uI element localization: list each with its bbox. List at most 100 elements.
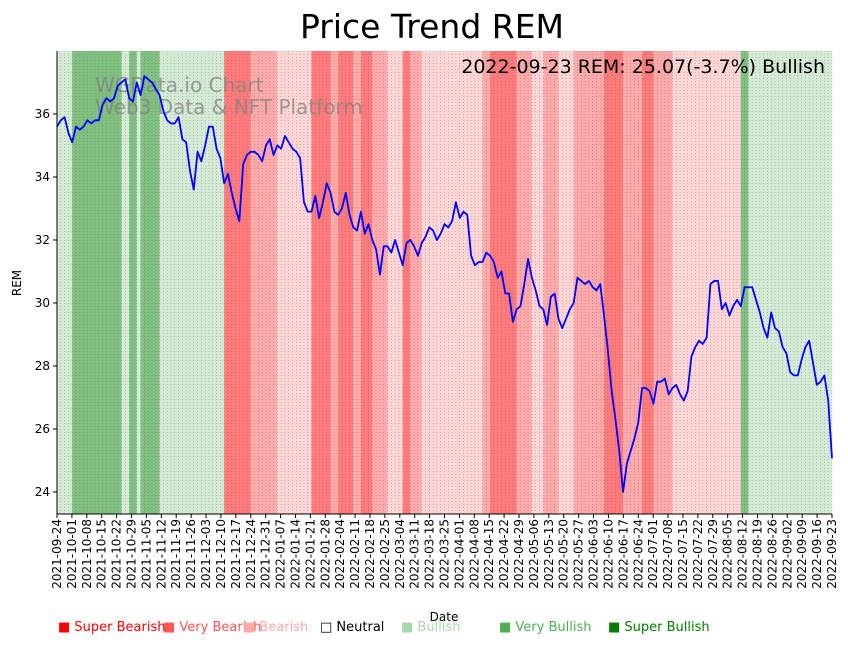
- x-tick-label: 2022-04-08: [467, 519, 481, 589]
- x-tick-label: 2022-07-08: [661, 519, 675, 589]
- band-very_bearish: [623, 51, 643, 514]
- band-very_bearish: [250, 51, 278, 514]
- x-tick-label: 2022-04-22: [497, 519, 511, 589]
- x-tick-label: 2022-09-16: [810, 519, 824, 589]
- x-tick-label: 2022-02-11: [348, 519, 362, 589]
- x-tick-label: 2021-12-17: [229, 519, 243, 589]
- band-super_bearish: [311, 51, 331, 514]
- x-tick-label: 2022-07-01: [646, 519, 660, 589]
- x-tick-label: 2022-02-25: [378, 519, 392, 589]
- band-super_bearish: [360, 51, 373, 514]
- legend-label: Neutral: [336, 620, 385, 635]
- legend-label: Bullish: [417, 620, 461, 635]
- x-tick-label: 2022-06-10: [601, 519, 615, 589]
- x-tick-label: 2022-05-06: [527, 519, 541, 589]
- x-tick-label: 2021-10-29: [125, 519, 139, 589]
- x-tick-label: 2021-11-19: [169, 519, 183, 589]
- y-tick-label: 28: [35, 359, 50, 373]
- band-super_bearish: [224, 51, 251, 514]
- x-tick-label: 2022-06-03: [587, 519, 601, 589]
- y-tick-label: 26: [35, 422, 50, 436]
- x-axis-ticks: 2021-09-24 2021-10-01 2021-10-08 2021-10-15…: [50, 514, 839, 589]
- x-tick-label: 2022-08-12: [736, 519, 750, 589]
- chart-title: Price Trend REM: [300, 7, 564, 46]
- x-tick-label: 2022-02-04: [333, 519, 347, 589]
- x-tick-label: 2022-06-24: [631, 519, 645, 589]
- watermark: WGData.io Chart Web3 Data & NFT Platform: [95, 73, 363, 119]
- x-tick-label: 2022-08-26: [765, 519, 779, 589]
- legend-swatch-icon: ■: [401, 620, 418, 635]
- price-line: [56, 75, 833, 493]
- legend-label: Super Bearish: [74, 620, 166, 635]
- x-tick-label: 2021-12-31: [259, 519, 273, 589]
- x-tick-label: 2022-03-04: [393, 519, 407, 589]
- chart-legend: ■ Super Bearish ■ Very Bearish ■ Bearish □ …: [58, 620, 838, 640]
- watermark-line-2: Web3 Data & NFT Platform: [95, 95, 363, 119]
- band-very_bearish: [410, 51, 422, 514]
- y-tick-label: 24: [35, 485, 50, 499]
- x-tick-label: 2022-09-23: [825, 519, 839, 589]
- y-tick-label: 34: [35, 170, 50, 184]
- y-axis-ticks: 24 26 28 30 32 34 36: [35, 107, 57, 499]
- x-tick-label: 2022-07-29: [706, 519, 720, 589]
- legend-swatch-icon: ■: [163, 620, 180, 635]
- x-tick-label: 2021-10-08: [80, 519, 94, 589]
- x-tick-label: 2022-06-17: [616, 519, 630, 589]
- latest-price-annotation: 2022-09-23 REM: 25.07(-3.7%) Bullish: [461, 56, 825, 78]
- legend-swatch-icon: ■: [243, 620, 260, 635]
- legend-item-very-bearish: ■ Very Bearish: [163, 620, 261, 635]
- legend-label: Bearish: [259, 620, 309, 635]
- x-tick-label: 2022-03-11: [408, 519, 422, 589]
- x-tick-label: 2022-07-22: [691, 519, 705, 589]
- x-tick-label: 2021-11-05: [139, 519, 153, 589]
- legend-item-bearish: ■ Bearish: [243, 620, 308, 635]
- x-tick-label: 2021-10-01: [65, 519, 79, 589]
- band-bearish: [277, 51, 312, 514]
- x-tick-label: 2022-02-18: [363, 519, 377, 589]
- legend-item-super-bearish: ■ Super Bearish: [58, 620, 166, 635]
- x-tick-label: 2022-05-20: [557, 519, 571, 589]
- x-tick-label: 2021-09-24: [50, 519, 64, 589]
- y-axis-label: REM: [10, 270, 24, 296]
- x-tick-label: 2022-08-05: [721, 519, 735, 589]
- watermark-line-1: WGData.io Chart: [95, 73, 264, 97]
- legend-item-bullish: ■ Bullish: [401, 620, 460, 635]
- x-tick-label: 2022-07-15: [676, 519, 690, 589]
- legend-label: Very Bearish: [179, 620, 262, 635]
- x-tick-label: 2022-01-21: [303, 519, 317, 589]
- x-tick-label: 2022-09-09: [795, 519, 809, 589]
- legend-item-neutral: □ Neutral: [320, 620, 384, 635]
- x-tick-label: 2022-08-19: [750, 519, 764, 589]
- x-tick-label: 2022-05-13: [542, 519, 556, 589]
- x-tick-label: 2022-09-02: [780, 519, 794, 589]
- band-bullish: [136, 51, 141, 514]
- x-tick-label: 2022-05-27: [572, 519, 586, 589]
- band-very_bearish: [653, 51, 673, 514]
- x-tick-label: 2022-03-18: [423, 519, 437, 589]
- y-tick-label: 30: [35, 296, 50, 310]
- x-tick-label: 2021-11-26: [184, 519, 198, 589]
- date-gridlines: [56, 51, 833, 514]
- x-tick-label: 2022-04-15: [482, 519, 496, 589]
- band-bullish: [159, 51, 225, 514]
- x-tick-label: 2021-12-24: [244, 519, 258, 589]
- y-tick-label: 36: [35, 107, 50, 121]
- legend-swatch-icon: ■: [499, 620, 516, 635]
- x-tick-label: 2021-10-22: [110, 519, 124, 589]
- legend-item-very-bullish: ■ Very Bullish: [499, 620, 591, 635]
- legend-item-super-bullish: ■ Super Bullish: [608, 620, 710, 635]
- band-very_bullish: [140, 51, 160, 514]
- legend-label: Very Bullish: [515, 620, 592, 635]
- x-tick-label: 2022-01-28: [318, 519, 332, 589]
- y-tick-label: 32: [35, 233, 50, 247]
- band-super_bearish: [642, 51, 654, 514]
- x-tick-label: 2022-03-25: [438, 519, 452, 589]
- x-tick-label: 2021-12-03: [199, 519, 213, 589]
- x-tick-label: 2021-12-10: [214, 519, 228, 589]
- x-tick-label: 2021-11-12: [154, 519, 168, 589]
- band-bearish: [531, 51, 544, 514]
- x-axis-label: Date: [430, 610, 459, 624]
- x-tick-label: 2022-04-29: [512, 519, 526, 589]
- x-tick-label: 2022-04-01: [452, 519, 466, 589]
